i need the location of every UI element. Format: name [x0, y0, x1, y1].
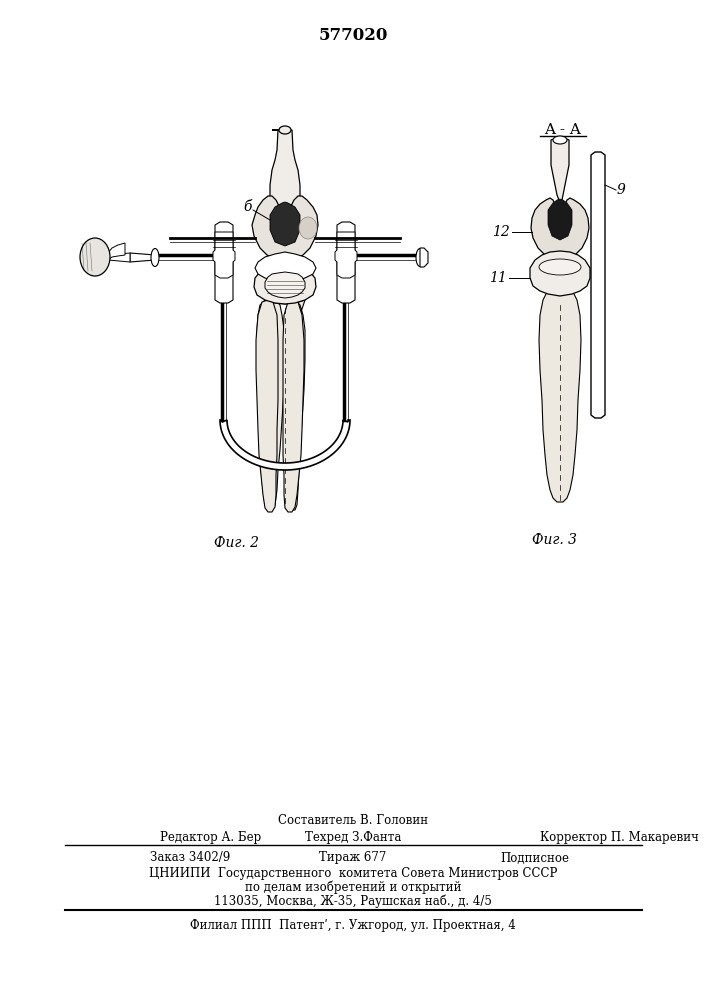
Ellipse shape	[299, 217, 317, 239]
Ellipse shape	[279, 126, 291, 134]
Ellipse shape	[151, 248, 159, 266]
Text: Подписное: Подписное	[500, 852, 569, 864]
Polygon shape	[254, 263, 316, 304]
Text: Корректор П. Макаревич: Корректор П. Макаревич	[540, 830, 699, 844]
Polygon shape	[335, 232, 357, 278]
Ellipse shape	[80, 238, 110, 276]
Text: Филиал ППП  Патентʹ, г. Ужгород, ул. Проектная, 4: Филиал ППП Патентʹ, г. Ужгород, ул. Прое…	[190, 920, 516, 932]
Text: Заказ 3402/9: Заказ 3402/9	[150, 852, 230, 864]
Polygon shape	[337, 222, 355, 303]
Polygon shape	[108, 253, 130, 262]
Polygon shape	[270, 130, 300, 215]
Polygon shape	[530, 251, 590, 296]
Text: 12: 12	[492, 225, 510, 239]
Polygon shape	[551, 138, 570, 215]
Text: Техред З.Фанта: Техред З.Фанта	[305, 830, 401, 844]
Polygon shape	[108, 243, 125, 260]
Polygon shape	[252, 196, 318, 261]
Text: Составитель В. Головин: Составитель В. Головин	[278, 814, 428, 826]
Ellipse shape	[416, 248, 424, 266]
Polygon shape	[531, 198, 589, 262]
Text: Редактор А. Бер: Редактор А. Бер	[160, 830, 262, 844]
Polygon shape	[420, 248, 428, 267]
Text: A - A: A - A	[544, 123, 581, 137]
Text: 9: 9	[617, 183, 626, 197]
Text: 11: 11	[489, 271, 507, 285]
Text: 577020: 577020	[318, 26, 387, 43]
Polygon shape	[255, 252, 316, 283]
Text: Фиг. 3: Фиг. 3	[532, 533, 578, 547]
Text: 113035, Москва, Ж-35, Раушская наб., д. 4/5: 113035, Москва, Ж-35, Раушская наб., д. …	[214, 894, 492, 908]
Polygon shape	[270, 202, 300, 246]
Ellipse shape	[553, 136, 567, 144]
Polygon shape	[130, 253, 155, 262]
Text: б: б	[244, 200, 252, 214]
Polygon shape	[283, 300, 304, 512]
Polygon shape	[591, 152, 605, 418]
Text: Тираж 677: Тираж 677	[320, 852, 387, 864]
Polygon shape	[256, 300, 278, 512]
Polygon shape	[220, 420, 350, 470]
Text: ЦНИИПИ  Государственного  комитета Совета Министров СССР: ЦНИИПИ Государственного комитета Совета …	[148, 866, 557, 880]
Polygon shape	[265, 272, 305, 298]
Ellipse shape	[539, 259, 581, 275]
Polygon shape	[548, 199, 572, 240]
Polygon shape	[215, 222, 233, 303]
Text: Фиг. 2: Фиг. 2	[214, 536, 259, 550]
Polygon shape	[539, 292, 581, 502]
Polygon shape	[213, 232, 235, 278]
Text: по делам изобретений и открытий: по делам изобретений и открытий	[245, 880, 461, 894]
Polygon shape	[257, 300, 305, 510]
